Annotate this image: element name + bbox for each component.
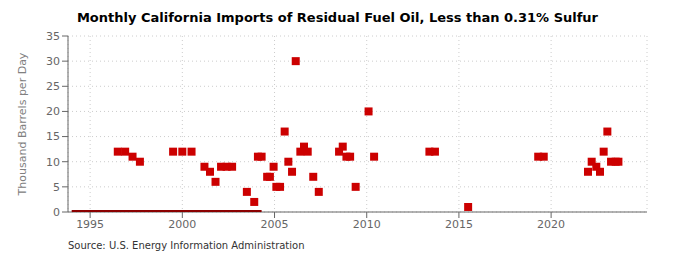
svg-text:20: 20 bbox=[46, 105, 60, 118]
html-text:Monthly California Imports of: Monthly California Imports of Residual F… bbox=[76, 10, 598, 25]
svg-text:5: 5 bbox=[53, 181, 60, 194]
svg-text:30: 30 bbox=[46, 55, 60, 68]
svg-text:2000: 2000 bbox=[168, 218, 196, 231]
svg-text:2020: 2020 bbox=[537, 218, 565, 231]
svg-text:1995: 1995 bbox=[76, 218, 104, 231]
svg-text:2010: 2010 bbox=[353, 218, 381, 231]
svg-text:35: 35 bbox=[46, 30, 60, 43]
html-text:Source: U.S. Energy Informatio: Source: U.S. Energy Information Administ… bbox=[68, 240, 305, 251]
svg-text:Thousand Barrels per Day: Thousand Barrels per Day bbox=[16, 52, 29, 196]
svg-text:25: 25 bbox=[46, 80, 60, 93]
svg-text:0: 0 bbox=[53, 206, 60, 219]
svg-text:15: 15 bbox=[46, 130, 60, 143]
svg-text:2005: 2005 bbox=[261, 218, 289, 231]
svg-text:10: 10 bbox=[46, 156, 60, 169]
svg-text:2015: 2015 bbox=[445, 218, 473, 231]
